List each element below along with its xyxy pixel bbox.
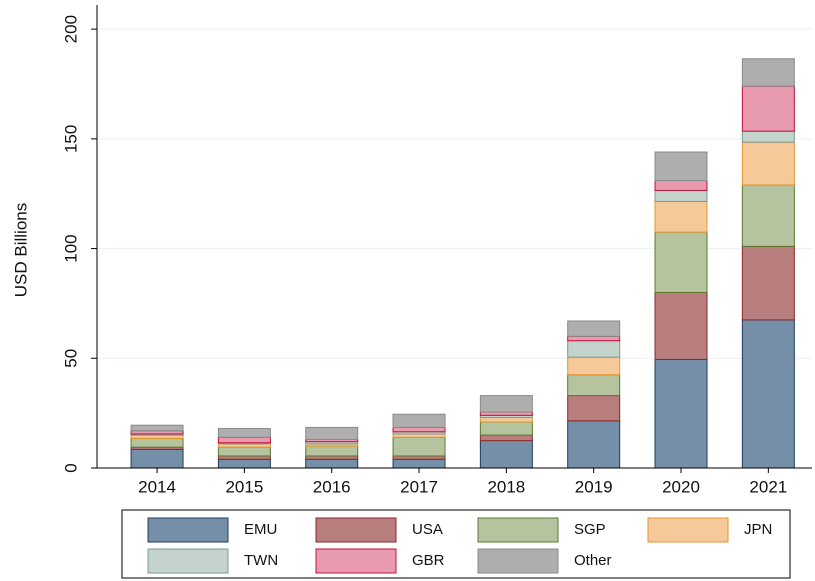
- bar-segment: [479, 395, 533, 413]
- bar-segment: [392, 436, 446, 457]
- bar-segment: [741, 319, 795, 469]
- y-tick-label: 50: [61, 349, 80, 368]
- bar-segment: [392, 413, 446, 428]
- bar-segment: [392, 458, 446, 469]
- y-tick-label: 150: [61, 125, 80, 153]
- x-tick-label: 2017: [400, 477, 438, 496]
- legend-swatch: [315, 517, 397, 543]
- x-tick-label: 2014: [138, 477, 176, 496]
- bar-segment: [654, 180, 708, 191]
- legend-swatch: [147, 517, 229, 543]
- bar-segment: [567, 420, 621, 469]
- bar-segment: [654, 231, 708, 293]
- x-tick-label: 2015: [225, 477, 263, 496]
- bar-segment: [130, 448, 184, 469]
- legend-swatch: [477, 517, 559, 543]
- bar-segment: [741, 141, 795, 186]
- bar-segment: [130, 437, 184, 448]
- bar-segment: [392, 426, 446, 433]
- bar-segment: [567, 395, 621, 422]
- bar-segment: [741, 85, 795, 132]
- bar-segment: [654, 189, 708, 202]
- legend-swatch: [647, 517, 729, 543]
- bar-segment: [479, 417, 533, 423]
- bar-segment: [741, 58, 795, 87]
- bar-segment: [217, 458, 271, 469]
- bar-segment: [217, 436, 271, 444]
- legend-swatch: [477, 548, 559, 574]
- legend-label: Other: [574, 552, 612, 569]
- bar-segment: [479, 421, 533, 436]
- bar-segment: [741, 130, 795, 143]
- x-tick-label: 2021: [749, 477, 787, 496]
- y-tick-label: 100: [61, 234, 80, 262]
- legend: EMU USA SGP JPN TWN GBR Other: [147, 517, 772, 574]
- legend-label: USA: [412, 521, 443, 538]
- bar-segment: [130, 424, 184, 432]
- legend-box: [121, 509, 791, 579]
- legend-label: EMU: [244, 521, 277, 538]
- bar-segment: [217, 446, 271, 457]
- bar-segment: [741, 245, 795, 321]
- bar-segment: [567, 356, 621, 376]
- bar-segment: [305, 458, 359, 469]
- bar-segment: [654, 291, 708, 360]
- y-tick-label: 0: [61, 463, 80, 472]
- bar-segment: [305, 426, 359, 440]
- legend-label: SGP: [574, 521, 606, 538]
- bar-segment: [567, 335, 621, 342]
- bar-segment: [741, 184, 795, 247]
- legend-label: TWN: [244, 552, 278, 569]
- legend-swatch: [147, 548, 229, 574]
- legend-label: GBR: [412, 552, 445, 569]
- x-tick-label: 2019: [575, 477, 613, 496]
- bar-segment: [567, 340, 621, 358]
- bar-segment: [479, 440, 533, 469]
- y-tick-label: 200: [61, 15, 80, 43]
- bar-segment: [217, 428, 271, 438]
- x-tick-label: 2016: [313, 477, 351, 496]
- bar-segment: [654, 358, 708, 469]
- y-axis-label: USD Billions: [11, 203, 30, 297]
- x-tick-label: 2018: [487, 477, 525, 496]
- bar-segment: [479, 434, 533, 442]
- x-tick-label: 2020: [662, 477, 700, 496]
- bar-segment: [305, 445, 359, 457]
- bar-segment: [567, 320, 621, 337]
- legend-swatch: [315, 548, 397, 574]
- bar-segment: [567, 374, 621, 397]
- bar-segment: [654, 200, 708, 233]
- legend-label: JPN: [744, 521, 772, 538]
- bar-segment: [654, 151, 708, 182]
